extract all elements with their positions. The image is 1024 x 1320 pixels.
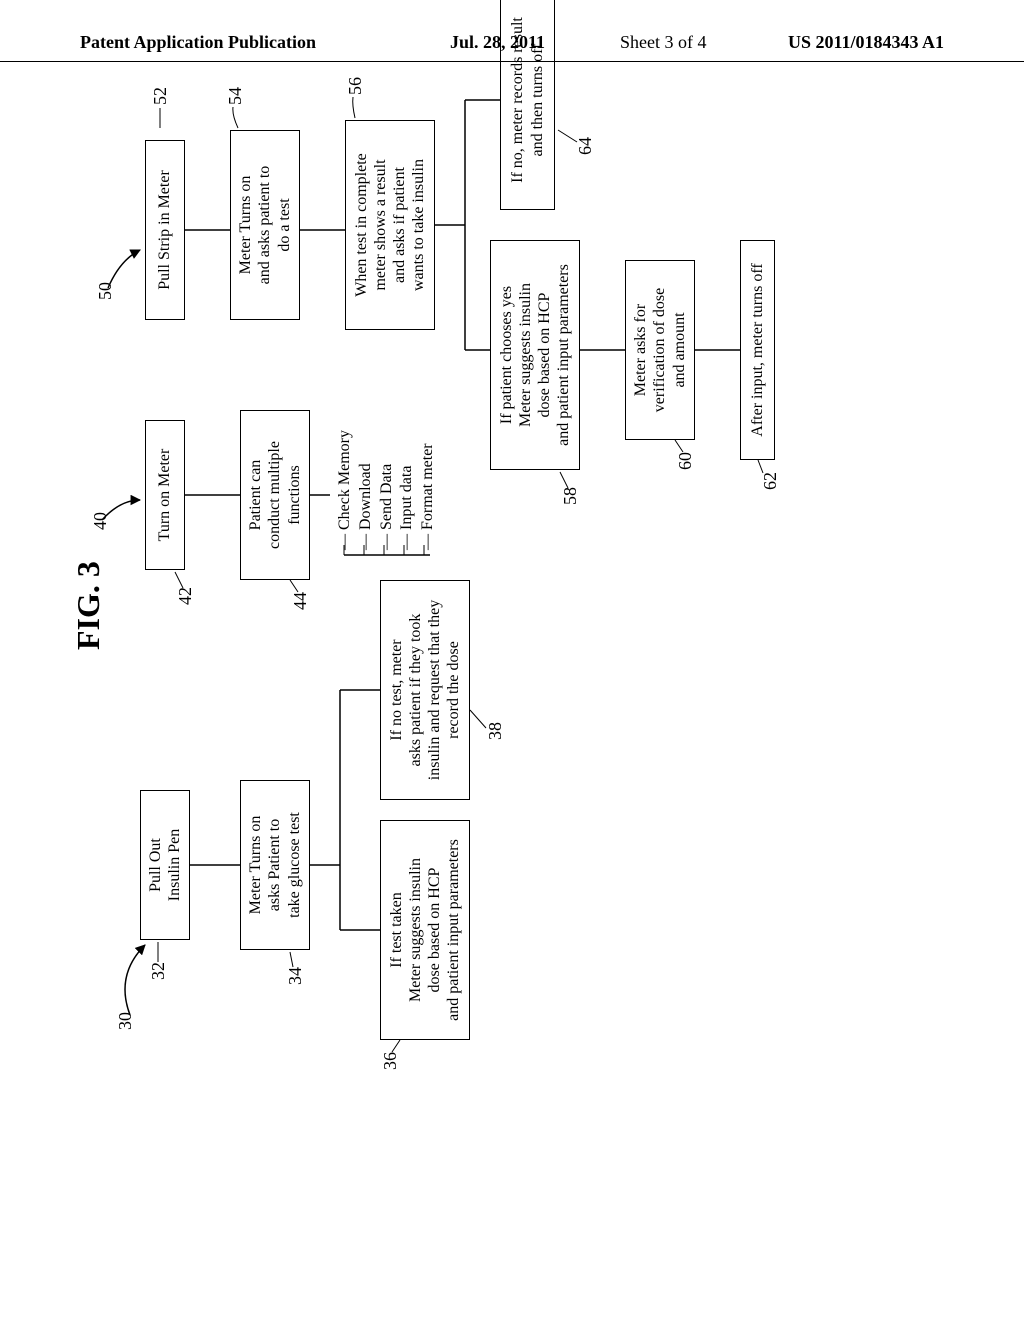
func-input-data: Input data xyxy=(397,430,418,550)
ref-54: 54 xyxy=(225,87,246,105)
ref-50: 50 xyxy=(95,282,116,300)
box-meter-turns-on-test: Meter Turns onasks Patient totake glucos… xyxy=(240,780,310,950)
ref-56: 56 xyxy=(345,77,366,95)
func-download: Download xyxy=(356,430,377,550)
header-pubno: US 2011/0184343 A1 xyxy=(788,32,944,53)
func-format-meter: Format meter xyxy=(418,430,439,550)
ref-38: 38 xyxy=(485,722,506,740)
box-if-test-taken: If test takenMeter suggests insulindose … xyxy=(380,820,470,1040)
ref-36: 36 xyxy=(380,1052,401,1070)
box-patient-yes: If patient chooses yesMeter suggests ins… xyxy=(490,240,580,470)
box-after-input-off: After input, meter turns off xyxy=(740,240,775,460)
box-verification: Meter asks forverification of doseand am… xyxy=(625,260,695,440)
ref-40: 40 xyxy=(90,512,111,530)
ref-52: 52 xyxy=(150,87,171,105)
func-check-memory: Check Memory xyxy=(335,430,356,550)
ref-62: 62 xyxy=(760,472,781,490)
flowchart-diagram: FIG. 3 Pull OutInsulin Pen Meter Turns o… xyxy=(80,140,1024,1000)
func-send-data: Send Data xyxy=(377,430,398,550)
figure-label: FIG. 3 xyxy=(70,561,107,650)
box-meter-turns-on-do-test: Meter Turns onand asks patient todo a te… xyxy=(230,130,300,320)
box-pull-out-pen: Pull OutInsulin Pen xyxy=(140,790,190,940)
ref-32: 32 xyxy=(148,962,169,980)
box-turn-on-meter: Turn on Meter xyxy=(145,420,185,570)
function-list: Check Memory Download Send Data Input da… xyxy=(335,430,439,550)
box-if-no-record: If no, meter records resultand then turn… xyxy=(500,0,555,210)
ref-34: 34 xyxy=(285,967,306,985)
ref-42: 42 xyxy=(175,587,196,605)
ref-44: 44 xyxy=(290,592,311,610)
box-multiple-functions: Patient canconduct multiplefunctions xyxy=(240,410,310,580)
box-if-no-test: If no test, meterasks patient if they to… xyxy=(380,580,470,800)
box-pull-strip: Pull Strip in Meter xyxy=(145,140,185,320)
ref-64: 64 xyxy=(575,137,596,155)
ref-60: 60 xyxy=(675,452,696,470)
header-sheet: Sheet 3 of 4 xyxy=(620,32,706,53)
ref-30: 30 xyxy=(115,1012,136,1030)
header-left: Patent Application Publication xyxy=(80,32,316,53)
ref-58: 58 xyxy=(560,487,581,505)
box-test-complete: When test in completemeter shows a resul… xyxy=(345,120,435,330)
